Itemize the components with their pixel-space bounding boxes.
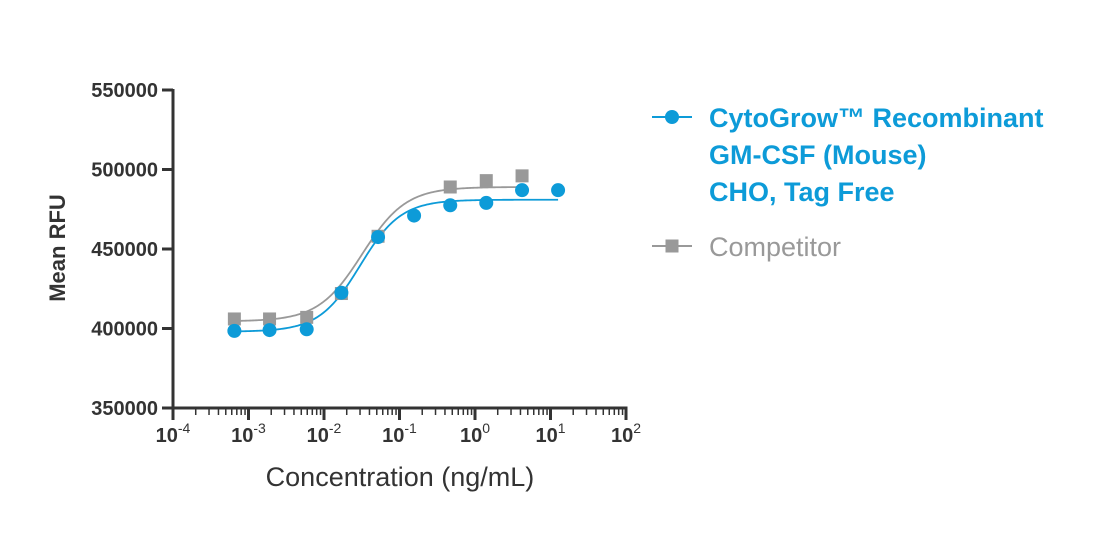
legend-label: Competitor <box>709 232 841 262</box>
x-tick-label: 10-3 <box>231 420 266 447</box>
y-tick-label: 450000 <box>91 239 158 261</box>
legend-marker-square <box>665 239 679 253</box>
data-point-circle <box>371 230 386 245</box>
legend: CytoGrow™ Recombinant GM-CSF (Mouse) CHO, … <box>652 103 1044 262</box>
data-point-square <box>515 169 529 183</box>
x-tick-label: 10-4 <box>156 420 191 447</box>
fit-curves <box>234 186 559 333</box>
y-tick-label: 350000 <box>91 398 158 420</box>
y-tick-label: 550000 <box>91 80 158 102</box>
fit-curve <box>234 186 523 322</box>
fit-curve <box>234 198 559 333</box>
x-tick-label: 100 <box>460 420 490 447</box>
legend-label: GM-CSF (Mouse) <box>709 140 926 170</box>
legend-label: CytoGrow™ Recombinant <box>709 103 1044 133</box>
data-point-circle <box>334 285 349 300</box>
y-tick-label: 500000 <box>91 160 158 182</box>
data-point-circle <box>551 183 566 198</box>
y-axis-title: Mean RFU <box>45 194 70 302</box>
data-point-circle <box>407 208 422 223</box>
x-tick-label: 101 <box>535 420 565 447</box>
data-point-square <box>479 174 493 188</box>
data-point-circle <box>479 195 494 210</box>
x-axis: 10-4 10-3 10-2 10-1 100 101 102 <box>156 406 641 447</box>
y-tick-label: 400000 <box>91 319 158 341</box>
x-tick-label: 10-2 <box>307 420 342 447</box>
data-point-circle <box>262 323 277 338</box>
data-point-circle <box>443 198 458 213</box>
y-axis: 350000 400000 450000 500000 550000 <box>91 80 175 420</box>
x-tick-label: 102 <box>611 420 641 447</box>
data-point-square <box>227 312 241 326</box>
data-points <box>227 169 566 338</box>
x-axis-title: Concentration (ng/mL) <box>266 462 535 492</box>
legend-marker-circle <box>665 110 679 124</box>
data-point-square <box>263 312 277 326</box>
legend-label: CHO, Tag Free <box>709 177 895 207</box>
data-point-circle <box>227 323 242 338</box>
data-point-circle <box>299 322 314 337</box>
x-tick-label: 10-1 <box>382 420 417 447</box>
data-point-square <box>300 310 314 324</box>
data-point-circle <box>515 183 530 198</box>
data-point-square <box>443 180 457 194</box>
